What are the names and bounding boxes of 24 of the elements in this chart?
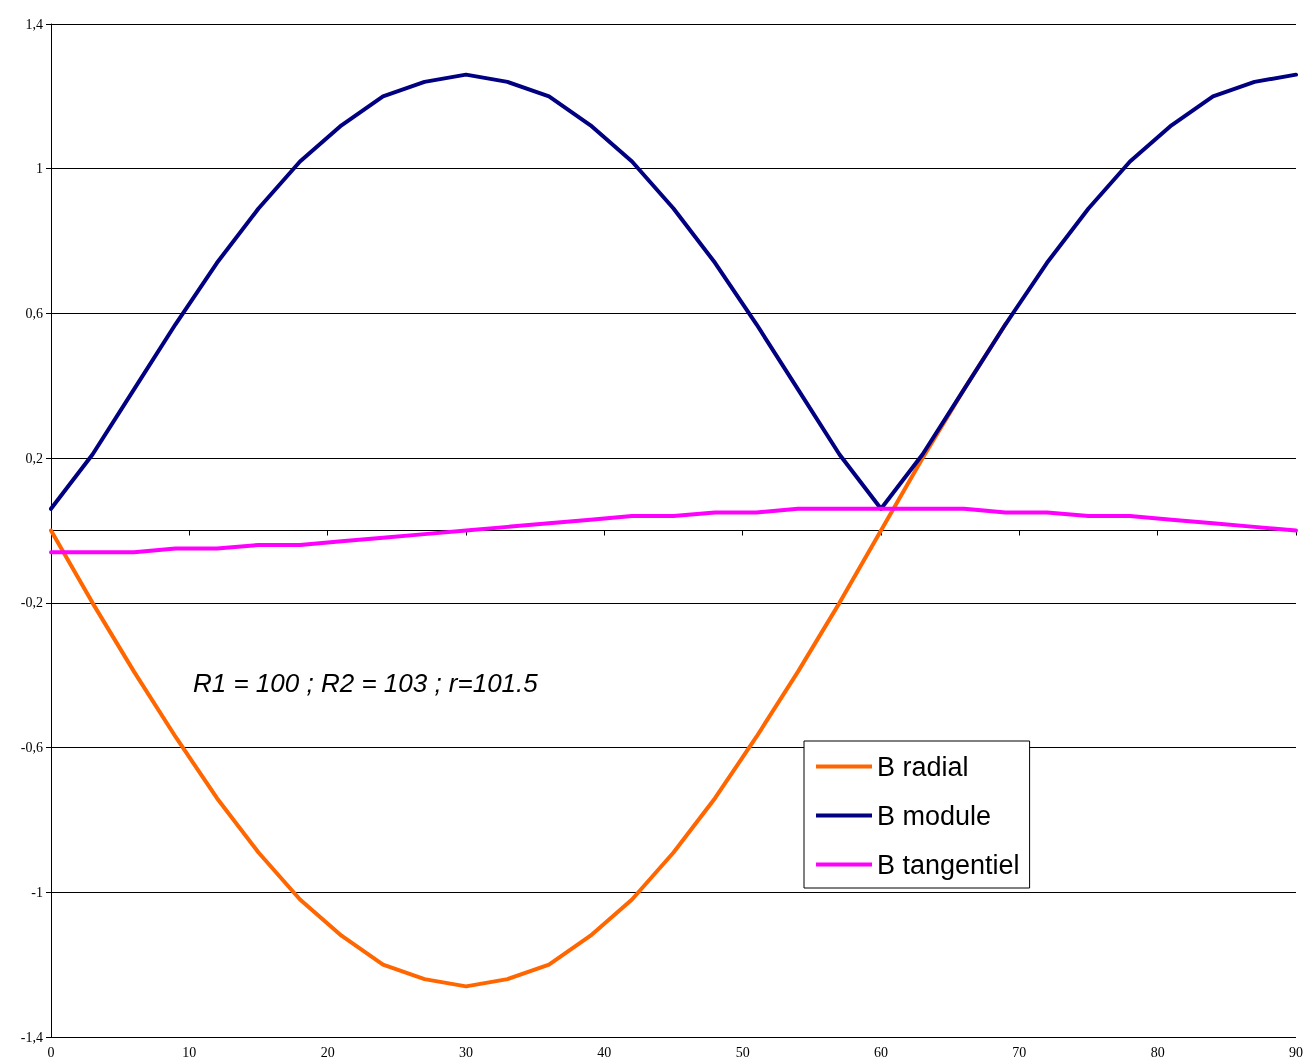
x-tick-label: 0 <box>47 1044 55 1059</box>
y-tick-label: -0,2 <box>20 595 43 611</box>
y-tick-label: 1 <box>36 161 43 177</box>
y-tick-label: -1,4 <box>20 1029 43 1045</box>
legend-label: B radial <box>877 751 969 782</box>
x-tick-label: 80 <box>1150 1044 1165 1059</box>
x-tick-label: 50 <box>735 1044 750 1059</box>
x-tick-label: 10 <box>182 1044 197 1059</box>
line-series <box>49 72 1298 511</box>
y-tick-label: 0,6 <box>25 305 43 321</box>
line-series <box>49 506 1298 555</box>
x-tick-label: 70 <box>1012 1044 1027 1059</box>
x-tick-label: 20 <box>320 1044 335 1059</box>
x-tick-label: 60 <box>874 1044 888 1059</box>
x-tick-label: 30 <box>459 1044 473 1059</box>
x-tick-label: 40 <box>597 1044 612 1059</box>
legend-label: B tangentiel <box>877 849 1020 880</box>
y-tick-label: 0,2 <box>25 450 43 466</box>
y-tick-label: -1 <box>31 884 43 900</box>
annotation: R1 = 100 ; R2 = 103 ; r=101.5 <box>193 668 539 698</box>
y-tick-label: -0,6 <box>20 740 43 756</box>
x-tick-label: 90 <box>1289 1044 1303 1059</box>
legend-label: B module <box>877 800 992 831</box>
y-tick-label: 1,4 <box>25 16 43 32</box>
